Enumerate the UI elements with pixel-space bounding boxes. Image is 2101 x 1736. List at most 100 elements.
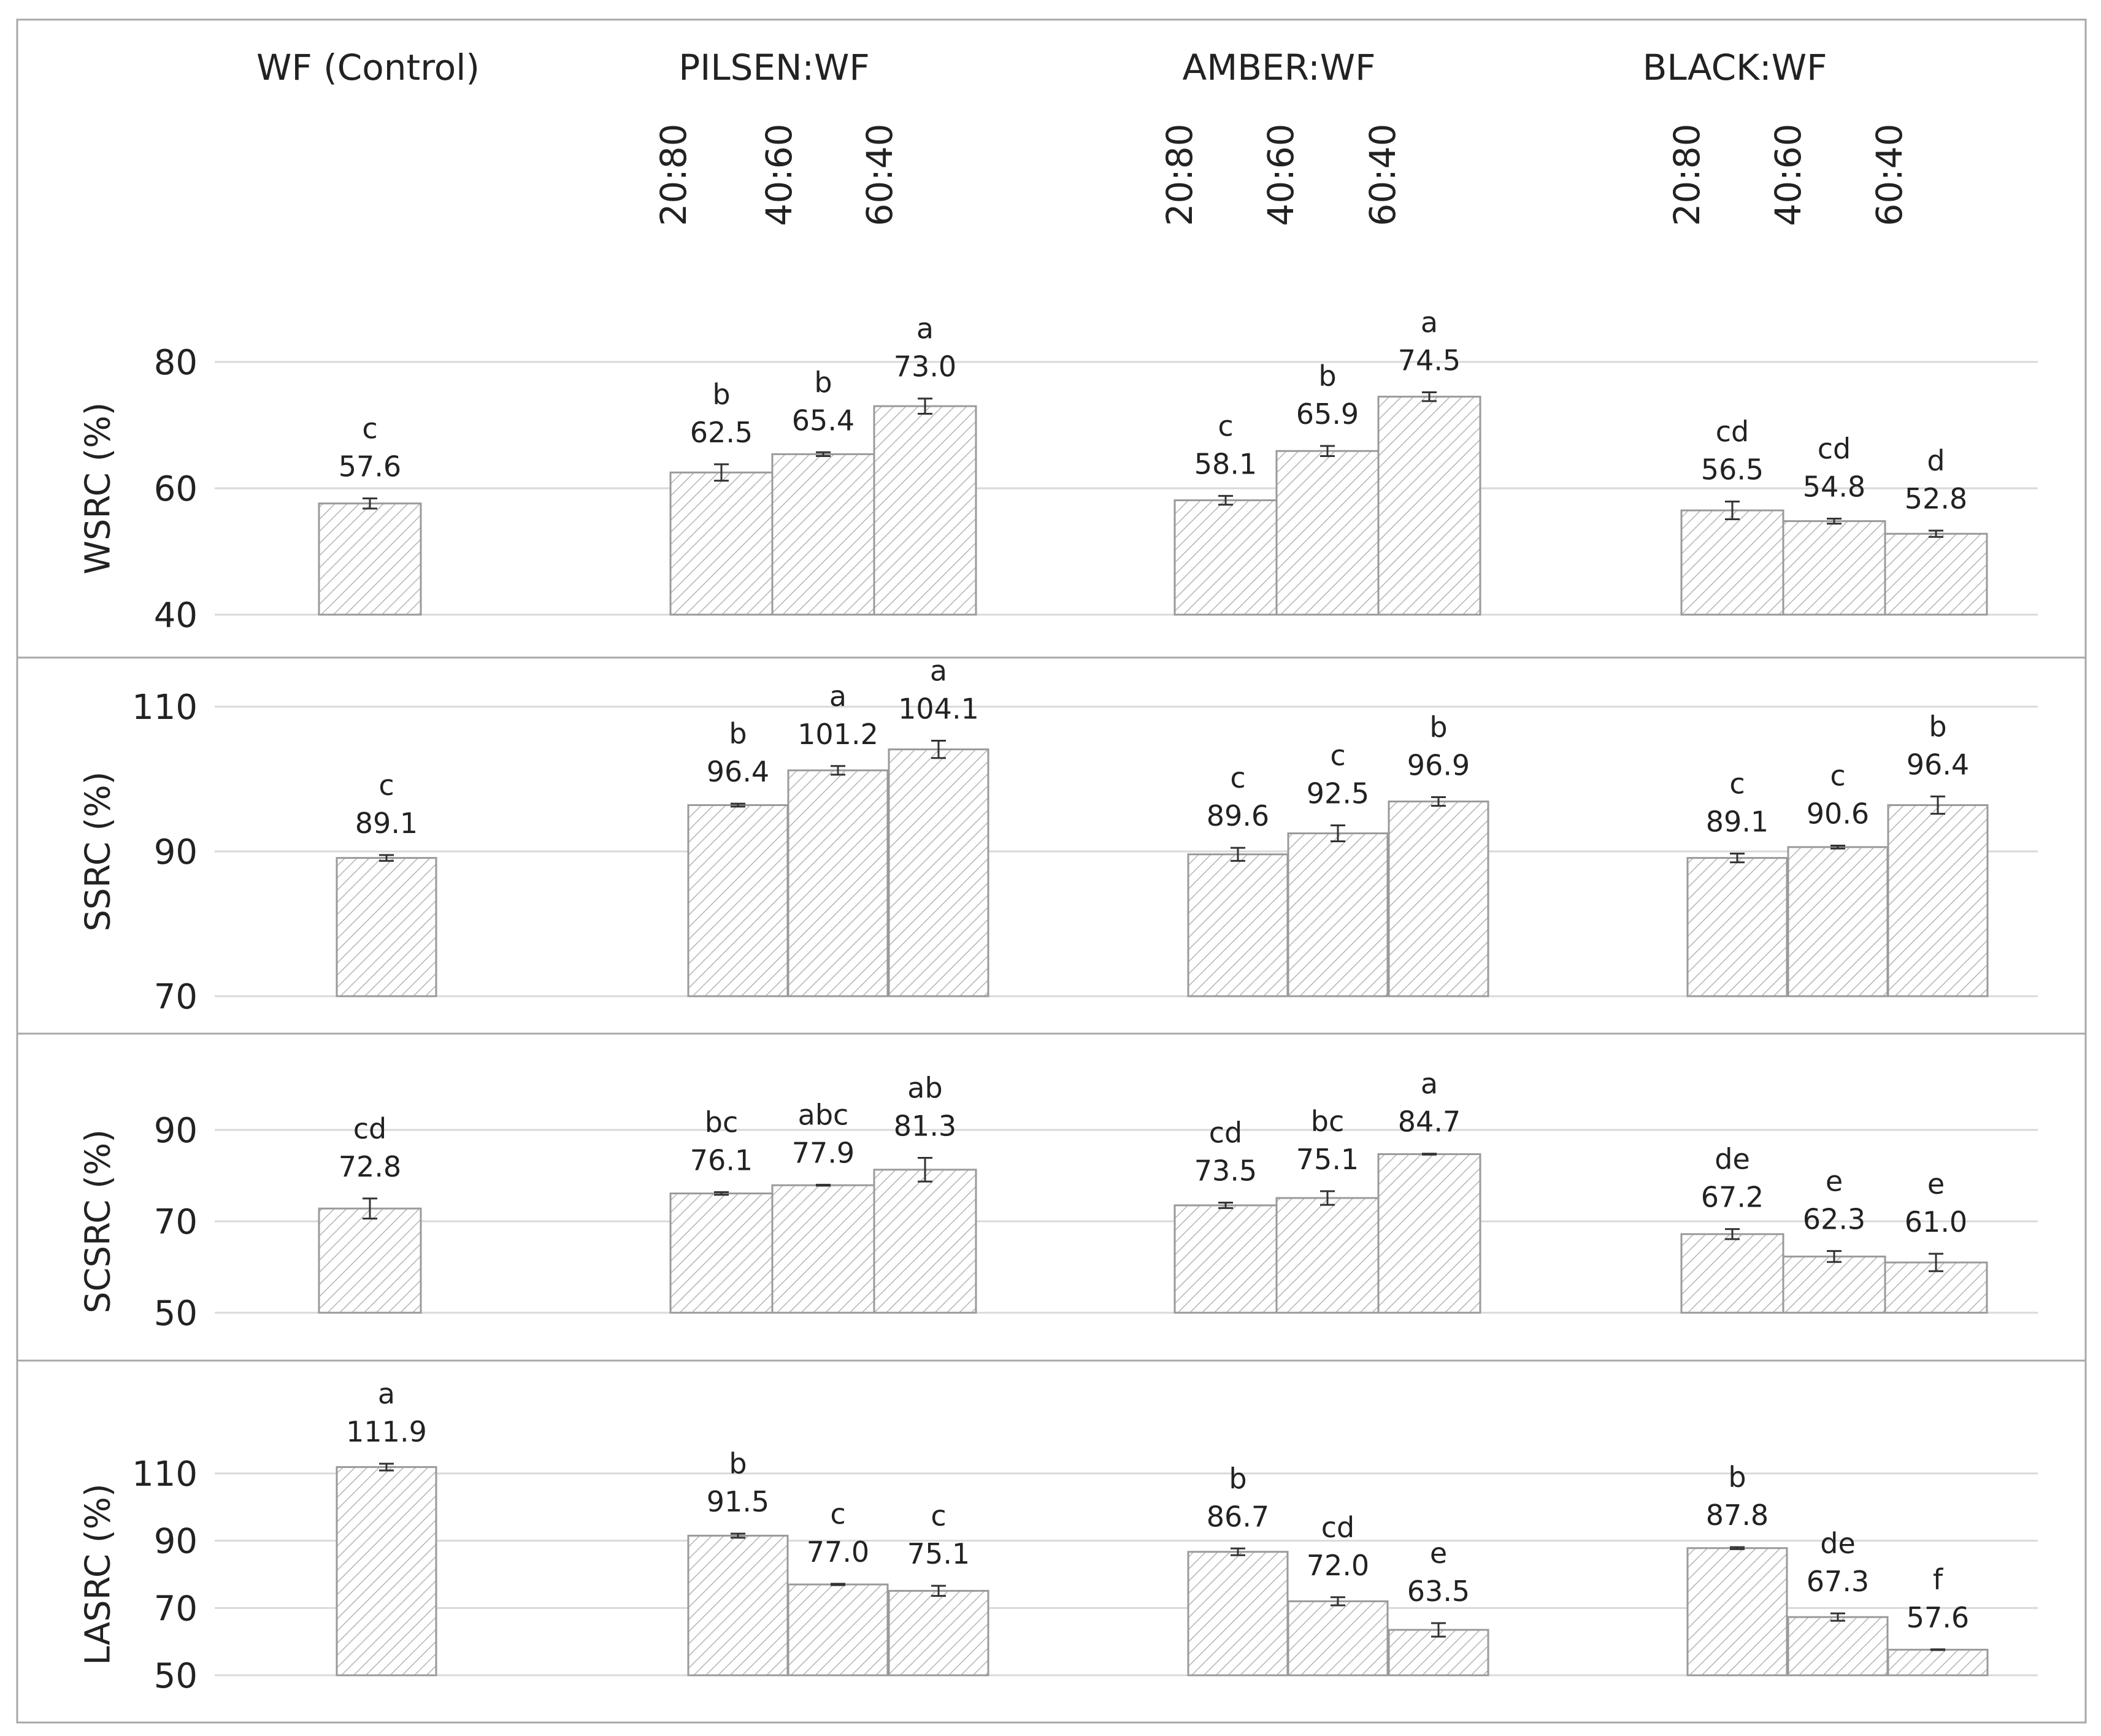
y-tick-label: 110 bbox=[132, 1454, 198, 1494]
bar bbox=[1377, 1153, 1481, 1314]
y-tick-label: 40 bbox=[154, 596, 198, 636]
group-title: AMBER:WF bbox=[1183, 47, 1376, 88]
data-label: 67.2 bbox=[1701, 1181, 1764, 1214]
bar bbox=[1887, 804, 1989, 997]
significance-letter: a bbox=[1421, 305, 1438, 339]
significance-letter: bc bbox=[705, 1105, 739, 1139]
significance-letter: de bbox=[1820, 1527, 1856, 1560]
y-tick-label: 80 bbox=[154, 343, 198, 383]
data-label: 73.5 bbox=[1194, 1154, 1257, 1187]
bar bbox=[318, 1207, 422, 1314]
bar bbox=[1782, 1255, 1886, 1314]
y-tick-label: 70 bbox=[154, 1202, 198, 1242]
bar bbox=[1173, 499, 1278, 616]
significance-letter: cd bbox=[1321, 1511, 1355, 1544]
significance-letter: cd bbox=[1818, 432, 1851, 465]
bar bbox=[1782, 520, 1886, 616]
panel-ssrc: 70 90 110 SSRC (%) 89.1 c 96.4 b 101.2 a 104.1 a 89.… bbox=[79, 654, 2038, 1017]
data-label: 72.0 bbox=[1307, 1549, 1369, 1582]
data-label: 96.4 bbox=[707, 755, 769, 788]
bar bbox=[1187, 853, 1289, 997]
data-label: 84.7 bbox=[1398, 1105, 1461, 1139]
bar bbox=[787, 1583, 889, 1676]
ratio-label: 20:80 bbox=[1159, 123, 1200, 226]
y-tick-label: 50 bbox=[154, 1294, 198, 1334]
data-label: 89.1 bbox=[1706, 805, 1769, 839]
bar bbox=[1187, 1551, 1289, 1676]
significance-letter: b bbox=[814, 366, 832, 399]
data-label: 56.5 bbox=[1701, 453, 1764, 486]
bar bbox=[787, 769, 889, 997]
significance-letter: c bbox=[1218, 409, 1233, 442]
ratio-label: 60:40 bbox=[859, 123, 901, 226]
significance-letter: b bbox=[729, 717, 747, 750]
data-label: 52.8 bbox=[1905, 482, 1967, 515]
bar bbox=[873, 1169, 977, 1314]
y-tick-label: 90 bbox=[154, 1111, 198, 1151]
data-label: 75.1 bbox=[907, 1537, 970, 1570]
significance-letter: a bbox=[829, 680, 847, 713]
bar bbox=[1275, 1197, 1380, 1314]
data-label: 86.7 bbox=[1207, 1500, 1269, 1533]
panel-lasrc: 50 70 90 110 LASRC (%) 111.9 a 91.5 b 77.0 c 75.1 c 8… bbox=[79, 1377, 2038, 1696]
significance-letter: cd bbox=[1209, 1116, 1243, 1149]
data-label: 87.8 bbox=[1706, 1499, 1769, 1532]
ratio-label: 40:60 bbox=[758, 123, 800, 226]
data-label: 54.8 bbox=[1803, 470, 1865, 503]
significance-letter: de bbox=[1715, 1143, 1750, 1176]
bar bbox=[1377, 396, 1481, 616]
significance-letter: b bbox=[1728, 1461, 1746, 1494]
data-label: 62.5 bbox=[690, 416, 753, 449]
ratio-label: 40:60 bbox=[1767, 123, 1809, 226]
significance-letter: bc bbox=[1311, 1105, 1345, 1138]
significance-letter: b bbox=[1429, 711, 1447, 744]
data-label: 72.8 bbox=[339, 1150, 401, 1183]
significance-letter: e bbox=[1826, 1164, 1843, 1197]
bar bbox=[1287, 1600, 1389, 1676]
significance-letter: e bbox=[1927, 1167, 1945, 1200]
bar bbox=[1787, 846, 1889, 997]
y-tick-label: 90 bbox=[154, 1522, 198, 1562]
ratio-label: 60:40 bbox=[1869, 123, 1910, 226]
data-label: 62.3 bbox=[1803, 1202, 1865, 1235]
group-title: WF (Control) bbox=[256, 47, 480, 88]
significance-letter: ab bbox=[907, 1071, 942, 1104]
ratio-label: 20:80 bbox=[653, 123, 694, 226]
significance-letter: a bbox=[930, 654, 947, 687]
data-label: 65.9 bbox=[1296, 398, 1359, 431]
bar bbox=[873, 405, 977, 616]
ratio-label: 40:60 bbox=[1260, 123, 1302, 226]
data-label: 74.5 bbox=[1398, 344, 1461, 377]
data-label: 89.6 bbox=[1207, 799, 1269, 832]
data-label: 96.4 bbox=[1907, 748, 1969, 781]
bar bbox=[1686, 1547, 1788, 1676]
bar bbox=[888, 748, 989, 997]
y-tick-label: 50 bbox=[154, 1656, 198, 1696]
group-title: BLACK:WF bbox=[1643, 47, 1827, 88]
significance-letter: b bbox=[1929, 710, 1946, 743]
bar bbox=[336, 857, 437, 997]
y-tick-label: 60 bbox=[154, 469, 198, 509]
data-label: 92.5 bbox=[1307, 777, 1369, 810]
bar bbox=[888, 1589, 989, 1676]
bar bbox=[1884, 532, 1988, 616]
bar bbox=[771, 453, 875, 616]
data-label: 63.5 bbox=[1407, 1575, 1470, 1608]
significance-letter: cd bbox=[1716, 415, 1750, 448]
bar bbox=[1680, 509, 1784, 616]
significance-letter: d bbox=[1927, 444, 1945, 477]
bar bbox=[1787, 1616, 1889, 1676]
bar bbox=[1173, 1204, 1278, 1314]
significance-letter: e bbox=[1430, 1537, 1447, 1570]
data-label: 77.0 bbox=[807, 1535, 869, 1569]
data-label: 81.3 bbox=[894, 1109, 956, 1142]
significance-letter: b bbox=[1229, 1462, 1246, 1495]
data-label: 89.1 bbox=[355, 807, 418, 840]
bar bbox=[1275, 450, 1380, 616]
bar bbox=[1388, 801, 1489, 997]
y-tick-label: 70 bbox=[154, 1589, 198, 1629]
significance-letter: a bbox=[1421, 1067, 1438, 1100]
significance-letter: f bbox=[1933, 1563, 1944, 1596]
data-label: 101.2 bbox=[797, 718, 878, 751]
